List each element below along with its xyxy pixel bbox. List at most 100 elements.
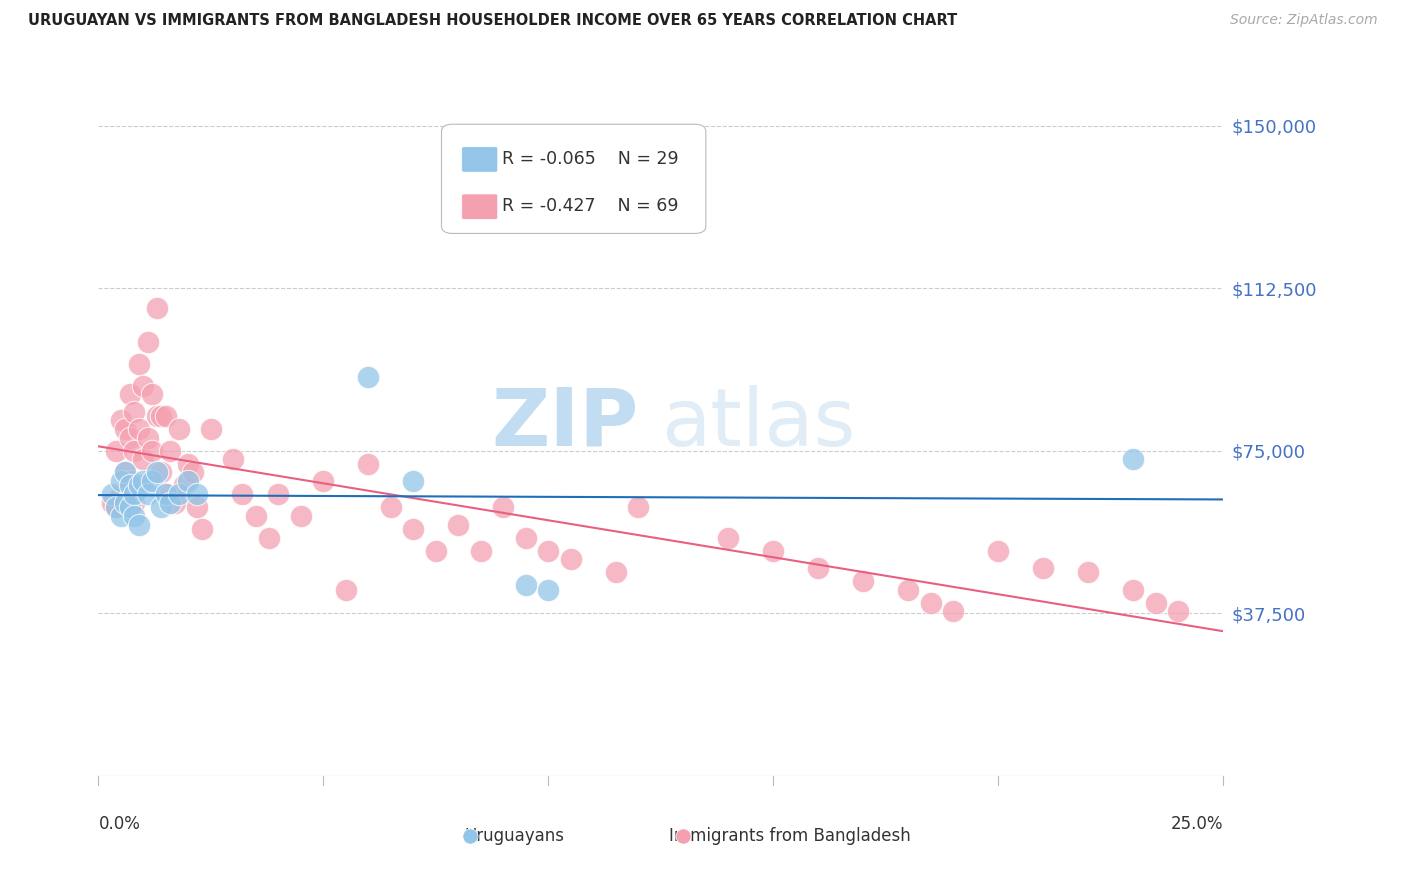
Point bbox=[987, 543, 1010, 558]
Point bbox=[141, 387, 163, 401]
Point bbox=[515, 578, 537, 592]
FancyBboxPatch shape bbox=[441, 124, 706, 234]
Point bbox=[380, 500, 402, 515]
Point bbox=[191, 522, 214, 536]
Point bbox=[807, 561, 830, 575]
Point bbox=[169, 422, 191, 436]
Point bbox=[136, 335, 159, 350]
Point bbox=[124, 487, 146, 501]
Point bbox=[114, 466, 136, 480]
Point bbox=[169, 487, 191, 501]
Text: URUGUAYAN VS IMMIGRANTS FROM BANGLADESH HOUSEHOLDER INCOME OVER 65 YEARS CORRELA: URUGUAYAN VS IMMIGRANTS FROM BANGLADESH … bbox=[28, 13, 957, 29]
Point bbox=[118, 387, 141, 401]
Point bbox=[150, 409, 173, 423]
Point bbox=[920, 596, 942, 610]
Point bbox=[146, 301, 169, 315]
Point bbox=[128, 422, 150, 436]
Point bbox=[402, 522, 425, 536]
Point bbox=[267, 487, 290, 501]
Point bbox=[357, 370, 380, 384]
Point bbox=[114, 466, 136, 480]
Point bbox=[177, 474, 200, 488]
Point bbox=[114, 496, 136, 510]
Point bbox=[1144, 596, 1167, 610]
Point bbox=[110, 474, 132, 488]
Point bbox=[1032, 561, 1054, 575]
Text: Source: ZipAtlas.com: Source: ZipAtlas.com bbox=[1230, 13, 1378, 28]
Text: ZIP: ZIP bbox=[491, 384, 638, 463]
Point bbox=[560, 552, 582, 566]
Point bbox=[897, 582, 920, 597]
Point bbox=[124, 508, 146, 523]
Point bbox=[245, 508, 267, 523]
FancyBboxPatch shape bbox=[461, 147, 498, 172]
Point bbox=[335, 582, 357, 597]
Point bbox=[105, 500, 128, 515]
Point bbox=[222, 452, 245, 467]
Point bbox=[627, 500, 650, 515]
Point bbox=[155, 487, 177, 501]
Point bbox=[231, 487, 253, 501]
Point bbox=[118, 500, 141, 515]
Point bbox=[118, 474, 141, 488]
Point bbox=[492, 500, 515, 515]
Text: atlas: atlas bbox=[661, 384, 855, 463]
Text: R = -0.065    N = 29: R = -0.065 N = 29 bbox=[502, 150, 679, 168]
Point bbox=[717, 531, 740, 545]
Text: R = -0.427    N = 69: R = -0.427 N = 69 bbox=[502, 197, 679, 215]
Point bbox=[110, 413, 132, 427]
Point bbox=[186, 500, 208, 515]
Text: 25.0%: 25.0% bbox=[1171, 814, 1223, 833]
Point bbox=[124, 496, 146, 510]
Point bbox=[128, 478, 150, 492]
Point bbox=[1077, 566, 1099, 580]
Point bbox=[132, 474, 155, 488]
Point bbox=[402, 474, 425, 488]
Point bbox=[186, 487, 208, 501]
Point bbox=[1122, 582, 1144, 597]
Point bbox=[105, 443, 128, 458]
Point bbox=[155, 487, 177, 501]
Text: Immigrants from Bangladesh: Immigrants from Bangladesh bbox=[669, 827, 911, 845]
Point bbox=[537, 543, 560, 558]
Point bbox=[114, 422, 136, 436]
Point bbox=[537, 582, 560, 597]
Point bbox=[357, 457, 380, 471]
Point bbox=[159, 496, 181, 510]
Point bbox=[124, 443, 146, 458]
Point bbox=[173, 478, 195, 492]
Point bbox=[101, 496, 124, 510]
Point bbox=[470, 543, 492, 558]
Point bbox=[101, 487, 124, 501]
Point bbox=[447, 517, 470, 532]
Point bbox=[312, 474, 335, 488]
Point bbox=[136, 431, 159, 445]
Text: 0.0%: 0.0% bbox=[98, 814, 141, 833]
Point bbox=[762, 543, 785, 558]
Point bbox=[163, 496, 186, 510]
Point bbox=[141, 474, 163, 488]
Point bbox=[132, 452, 155, 467]
Point bbox=[132, 378, 155, 392]
Point bbox=[105, 500, 128, 515]
Point bbox=[128, 357, 150, 371]
Point bbox=[155, 409, 177, 423]
Point bbox=[146, 466, 169, 480]
Point bbox=[290, 508, 312, 523]
Point bbox=[200, 422, 222, 436]
Point bbox=[1122, 452, 1144, 467]
Point bbox=[118, 478, 141, 492]
Point bbox=[515, 531, 537, 545]
Point bbox=[1167, 604, 1189, 618]
Text: Uruguayans: Uruguayans bbox=[464, 827, 565, 845]
Point bbox=[136, 487, 159, 501]
Point bbox=[177, 457, 200, 471]
Point bbox=[852, 574, 875, 588]
Point bbox=[150, 500, 173, 515]
Point bbox=[141, 443, 163, 458]
Point bbox=[150, 466, 173, 480]
Point bbox=[146, 409, 169, 423]
FancyBboxPatch shape bbox=[461, 194, 498, 219]
Point bbox=[124, 405, 146, 419]
Point bbox=[159, 443, 181, 458]
